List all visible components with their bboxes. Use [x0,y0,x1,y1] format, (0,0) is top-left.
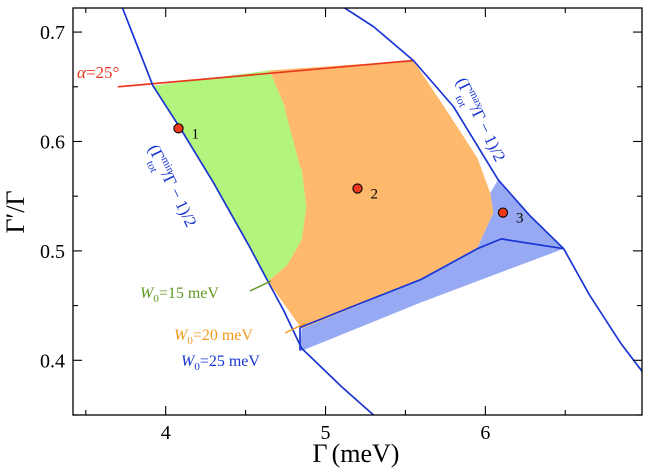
x-axis-title: Γ (meV) [313,439,400,468]
x-tick-label: 6 [480,422,490,444]
y-axis-title: Γ′/Γ [1,191,30,234]
x-tick-label: 4 [161,422,171,444]
data-point-label: 1 [191,126,199,142]
data-point-1 [174,124,183,133]
gamma-min-label: (Γmintot/Γ − 1)/2 [138,141,201,233]
y-tick-label: 0.5 [40,241,65,263]
y-tick-label: 0.4 [40,350,65,372]
data-point-label: 3 [516,211,524,227]
data-point-3 [498,208,507,217]
data-point-2 [353,184,362,193]
y-tick-label: 0.6 [40,131,65,153]
alpha-label: α=25° [77,63,119,82]
w25-label: W0=25 meV [181,353,260,373]
w15-leader [250,281,271,291]
data-point-label: 2 [371,187,379,203]
w20-label: W0=20 meV [174,327,253,347]
y-tick-label: 0.7 [40,22,65,44]
w15-label: W0=15 meV [140,285,219,305]
